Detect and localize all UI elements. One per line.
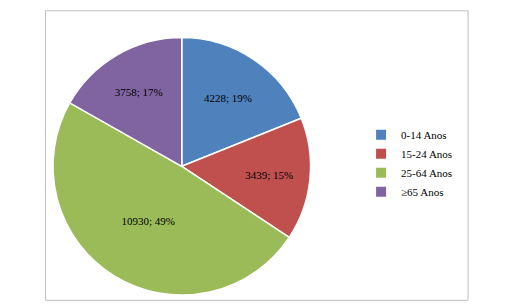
svg-text:15-24 Anos: 15-24 Anos: [401, 148, 452, 160]
svg-text:4228; 19%: 4228; 19%: [204, 92, 252, 104]
svg-text:≥65 Anos: ≥65 Anos: [401, 186, 443, 198]
svg-text:3439; 15%: 3439; 15%: [245, 169, 293, 181]
svg-text:0-14 Anos: 0-14 Anos: [401, 129, 447, 141]
svg-text:10930; 49%: 10930; 49%: [121, 215, 174, 227]
svg-text:3758; 17%: 3758; 17%: [115, 86, 163, 98]
svg-text:25-64 Anos: 25-64 Anos: [401, 167, 452, 179]
